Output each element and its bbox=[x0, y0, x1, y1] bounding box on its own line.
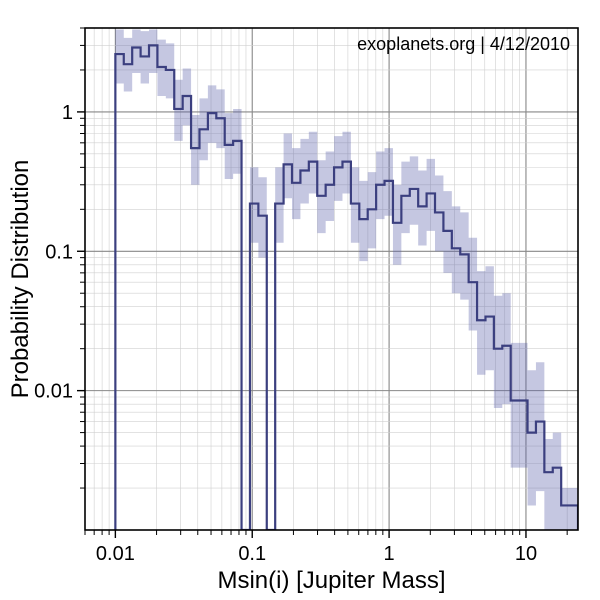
x-tick-label: 0.1 bbox=[238, 543, 266, 565]
chart-svg: 0.010.11100.010.11Msin(i) [Jupiter Mass]… bbox=[0, 0, 600, 600]
y-tick-label: 1 bbox=[62, 102, 73, 124]
x-tick-label: 10 bbox=[515, 543, 537, 565]
y-tick-label: 0.01 bbox=[34, 381, 73, 403]
y-tick-label: 0.1 bbox=[45, 241, 73, 263]
plot-bg bbox=[85, 28, 578, 530]
attribution-text: exoplanets.org | 4/12/2010 bbox=[357, 34, 570, 54]
x-axis-label: Msin(i) [Jupiter Mass] bbox=[217, 567, 445, 594]
x-tick-label: 0.01 bbox=[96, 543, 135, 565]
y-axis-label: Probability Distribution bbox=[7, 160, 34, 399]
chart-container: 0.010.11100.010.11Msin(i) [Jupiter Mass]… bbox=[0, 0, 600, 600]
x-tick-label: 1 bbox=[384, 543, 395, 565]
